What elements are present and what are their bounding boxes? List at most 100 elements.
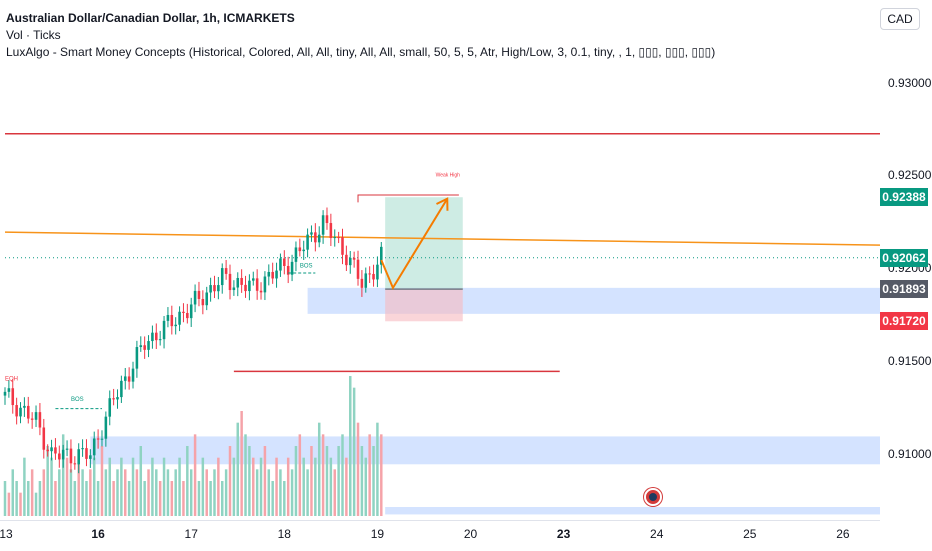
time-tick-label: 26 [836, 527, 850, 541]
price-tick-label: 0.91000 [888, 447, 932, 461]
candle-body [135, 347, 139, 369]
candle-body [26, 405, 30, 419]
candle-body [77, 449, 80, 465]
volume-bar [143, 481, 146, 516]
projection-path [380, 198, 449, 291]
volume-bar [248, 446, 251, 516]
candle-body [368, 273, 371, 275]
time-tick-label: 24 [650, 527, 664, 541]
candle-body [23, 405, 26, 408]
currency-button[interactable]: CAD [880, 8, 920, 30]
candle-body [317, 234, 321, 243]
candle-body [178, 311, 181, 325]
candle-body [283, 258, 286, 266]
candle-body [19, 407, 22, 417]
target-price-tag: 0.92388 [880, 188, 928, 207]
volume-bar [279, 469, 282, 516]
smc-indicator-label[interactable]: LuxAlgo - Smart Money Concepts (Historic… [6, 45, 716, 59]
candle-body [263, 276, 267, 293]
candle-body [127, 376, 131, 382]
volume-indicator-label[interactable]: Vol · Ticks [6, 28, 61, 42]
volume-bar [376, 422, 379, 516]
volume-bar [147, 469, 150, 516]
entry-price-tag: 0.91893 [880, 280, 928, 299]
candle-body [232, 287, 236, 291]
candle-body [50, 447, 53, 452]
volume-bar [151, 457, 154, 516]
volume-bar [213, 469, 216, 516]
candle-body [158, 339, 162, 341]
bos-label-2: BOS [300, 263, 313, 269]
volume-bar [54, 481, 57, 516]
volume-bar [170, 481, 174, 516]
time-tick-label: 23 [556, 527, 571, 541]
volume-bar [290, 469, 294, 516]
volume-bar [11, 469, 14, 516]
volume-bar [85, 481, 88, 516]
candle-body [61, 449, 65, 460]
volume-bar [310, 446, 313, 516]
candle-body [123, 376, 127, 381]
symbol-title[interactable]: Australian Dollar/Canadian Dollar, 1h, I… [6, 11, 295, 25]
candle-body [259, 290, 263, 293]
volume-bar [368, 434, 371, 516]
candle-body [294, 247, 298, 262]
candle-body [380, 246, 383, 265]
weak-high-line [357, 194, 459, 203]
candle-body [174, 324, 177, 327]
volume-bar [89, 469, 92, 516]
volume-bar [232, 457, 236, 516]
volume-bar [42, 469, 46, 516]
bos-label-1: BOS [71, 397, 84, 403]
candle-body [251, 278, 255, 281]
volume-bar [205, 469, 208, 516]
volume-bar [352, 387, 356, 516]
candle-body [248, 280, 251, 292]
candle-body [112, 398, 115, 400]
volume-bar [34, 492, 38, 516]
candle-body [333, 237, 337, 239]
volume-bar [252, 457, 255, 516]
volume-bar [193, 434, 197, 516]
candle-body [166, 314, 170, 321]
candle-body [81, 448, 84, 450]
candle-body [213, 285, 216, 292]
event-marker-icon[interactable] [644, 488, 662, 506]
candle-body [306, 234, 309, 250]
time-tick-label: 25 [743, 527, 757, 541]
volume-bar [178, 457, 181, 516]
volume-bar [7, 492, 11, 516]
volume-bar [155, 469, 158, 516]
last-price-tag: 0.92062 [880, 248, 928, 267]
time-tick-label: 19 [370, 527, 385, 541]
volume-bar [286, 457, 290, 516]
volume-bar [244, 434, 247, 516]
volume-bar [186, 446, 189, 516]
volume-bar [267, 469, 271, 516]
volume-bar [201, 457, 205, 516]
candle-body [162, 320, 166, 340]
order-block-zone-1 [90, 436, 880, 465]
volume-bar [349, 376, 352, 516]
price-chart[interactable]: EQH BOS BOS Weak High [0, 0, 880, 520]
candle-body [372, 273, 375, 280]
candle-body [100, 438, 104, 440]
volume-bar [217, 457, 220, 516]
volume-bar [96, 481, 100, 516]
volume-bar [162, 457, 166, 516]
candle-body [7, 388, 11, 392]
candle-body [267, 271, 271, 277]
candle-body [236, 277, 240, 288]
candle-body [224, 268, 228, 274]
volume-bar [124, 469, 127, 516]
candle-body [286, 265, 290, 275]
volume-bar [298, 434, 302, 516]
price-tick-label: 0.92500 [888, 168, 932, 183]
volume-bar [65, 457, 69, 516]
volume-bar [3, 481, 7, 516]
volume-bar [27, 481, 30, 516]
time-tick-label: 16 [91, 527, 105, 541]
time-axis[interactable]: 13 16 17 18 19 20 23 24 25 26 [0, 520, 880, 551]
candle-body [58, 453, 61, 460]
volume-bar [120, 457, 123, 516]
